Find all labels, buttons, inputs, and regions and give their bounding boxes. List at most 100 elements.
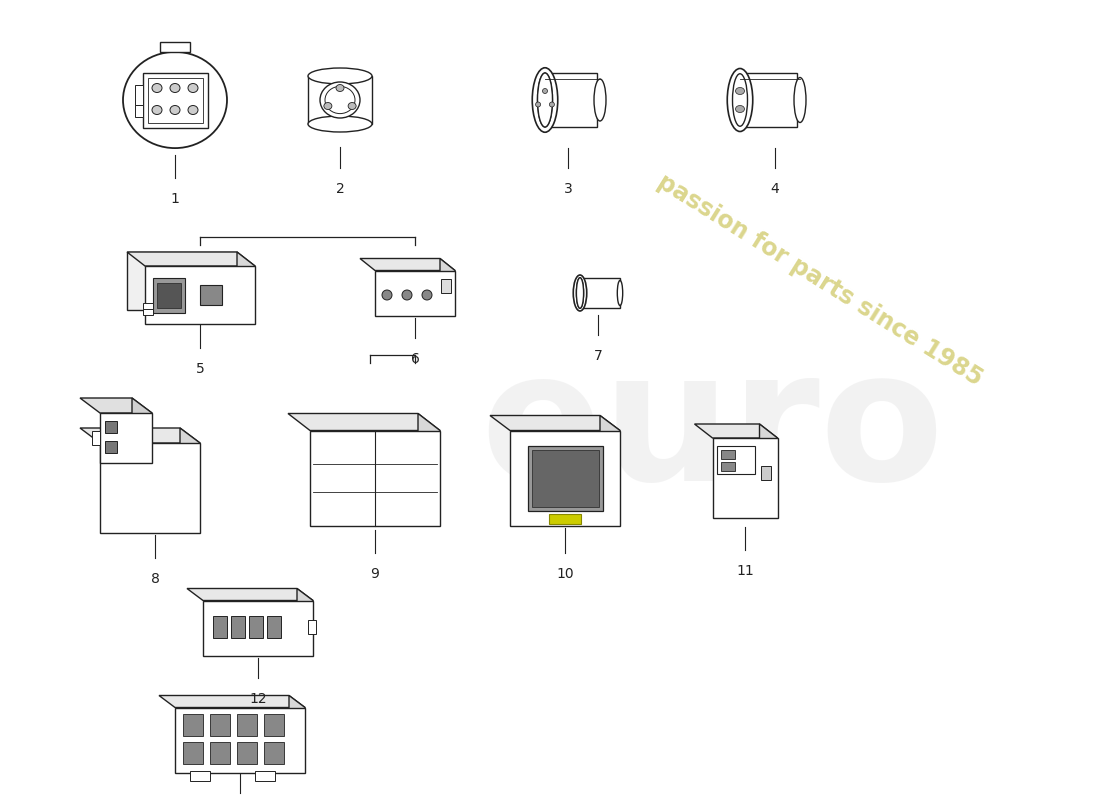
Polygon shape — [375, 270, 455, 315]
Polygon shape — [204, 601, 314, 655]
Polygon shape — [187, 589, 313, 601]
Polygon shape — [180, 428, 200, 533]
Ellipse shape — [152, 83, 162, 93]
Bar — [190, 770, 210, 781]
Text: 2: 2 — [336, 182, 344, 196]
Bar — [236, 714, 257, 735]
Ellipse shape — [542, 89, 548, 94]
Ellipse shape — [402, 290, 412, 300]
Polygon shape — [80, 428, 200, 443]
Polygon shape — [759, 424, 778, 518]
Polygon shape — [297, 589, 313, 655]
Bar — [134, 105, 143, 117]
Ellipse shape — [532, 68, 558, 132]
Bar — [143, 303, 153, 313]
Polygon shape — [418, 414, 440, 526]
Bar — [147, 78, 202, 122]
Ellipse shape — [170, 106, 180, 114]
Bar — [308, 76, 372, 124]
Ellipse shape — [170, 83, 180, 93]
Bar — [264, 742, 284, 763]
Text: 7: 7 — [594, 349, 603, 363]
Ellipse shape — [576, 278, 584, 308]
Bar — [92, 431, 100, 445]
Ellipse shape — [727, 69, 752, 131]
Polygon shape — [289, 695, 305, 773]
Text: 9: 9 — [371, 567, 380, 581]
Bar — [104, 441, 117, 453]
Bar — [143, 73, 208, 127]
Bar — [720, 462, 735, 471]
Bar — [542, 73, 597, 127]
Bar — [720, 450, 735, 459]
Polygon shape — [175, 707, 305, 773]
Bar — [200, 285, 222, 305]
Ellipse shape — [320, 82, 360, 118]
Ellipse shape — [794, 78, 806, 122]
Text: euro: euro — [480, 342, 944, 518]
Polygon shape — [236, 252, 255, 324]
Bar — [267, 616, 280, 638]
Ellipse shape — [422, 290, 432, 300]
Ellipse shape — [323, 102, 332, 110]
Bar — [531, 450, 598, 506]
Bar — [143, 309, 153, 315]
Ellipse shape — [594, 79, 606, 121]
Bar — [210, 742, 230, 763]
Polygon shape — [288, 414, 440, 430]
Ellipse shape — [549, 102, 554, 107]
Text: 8: 8 — [151, 572, 160, 586]
Text: 11: 11 — [736, 564, 754, 578]
Text: 12: 12 — [250, 692, 267, 706]
Ellipse shape — [188, 106, 198, 114]
Polygon shape — [126, 252, 236, 310]
Ellipse shape — [617, 280, 623, 306]
Bar — [308, 620, 316, 634]
Text: 10: 10 — [557, 567, 574, 581]
Bar — [249, 616, 263, 638]
Ellipse shape — [538, 73, 552, 127]
Ellipse shape — [538, 73, 552, 127]
Polygon shape — [160, 695, 305, 707]
Bar — [134, 85, 143, 105]
Polygon shape — [440, 258, 455, 315]
Text: 3: 3 — [563, 182, 572, 196]
Ellipse shape — [308, 116, 372, 132]
Ellipse shape — [308, 68, 372, 84]
Bar — [737, 73, 797, 127]
Bar — [549, 514, 581, 523]
Bar — [153, 278, 185, 313]
Ellipse shape — [188, 83, 198, 93]
Bar — [213, 616, 227, 638]
Ellipse shape — [152, 106, 162, 114]
Polygon shape — [160, 42, 190, 52]
Bar — [528, 446, 603, 510]
Polygon shape — [126, 252, 255, 266]
Bar — [210, 714, 230, 735]
Polygon shape — [310, 430, 440, 526]
Ellipse shape — [736, 106, 745, 113]
Ellipse shape — [123, 52, 227, 148]
Ellipse shape — [573, 275, 586, 311]
Bar — [580, 278, 620, 308]
Ellipse shape — [733, 74, 748, 126]
Polygon shape — [490, 415, 620, 430]
Ellipse shape — [736, 87, 745, 94]
Polygon shape — [694, 424, 778, 438]
Polygon shape — [510, 430, 620, 526]
Ellipse shape — [576, 278, 584, 308]
Ellipse shape — [336, 85, 344, 91]
Polygon shape — [80, 398, 152, 413]
Text: 4: 4 — [771, 182, 780, 196]
Bar — [441, 279, 451, 293]
Bar — [183, 742, 204, 763]
Text: 1: 1 — [170, 192, 179, 206]
Polygon shape — [145, 266, 255, 324]
Text: passion for parts since 1985: passion for parts since 1985 — [653, 170, 987, 390]
Bar — [231, 616, 245, 638]
Bar — [236, 742, 257, 763]
Text: 5: 5 — [196, 362, 205, 376]
Polygon shape — [100, 413, 152, 463]
Polygon shape — [100, 443, 200, 533]
Ellipse shape — [382, 290, 392, 300]
